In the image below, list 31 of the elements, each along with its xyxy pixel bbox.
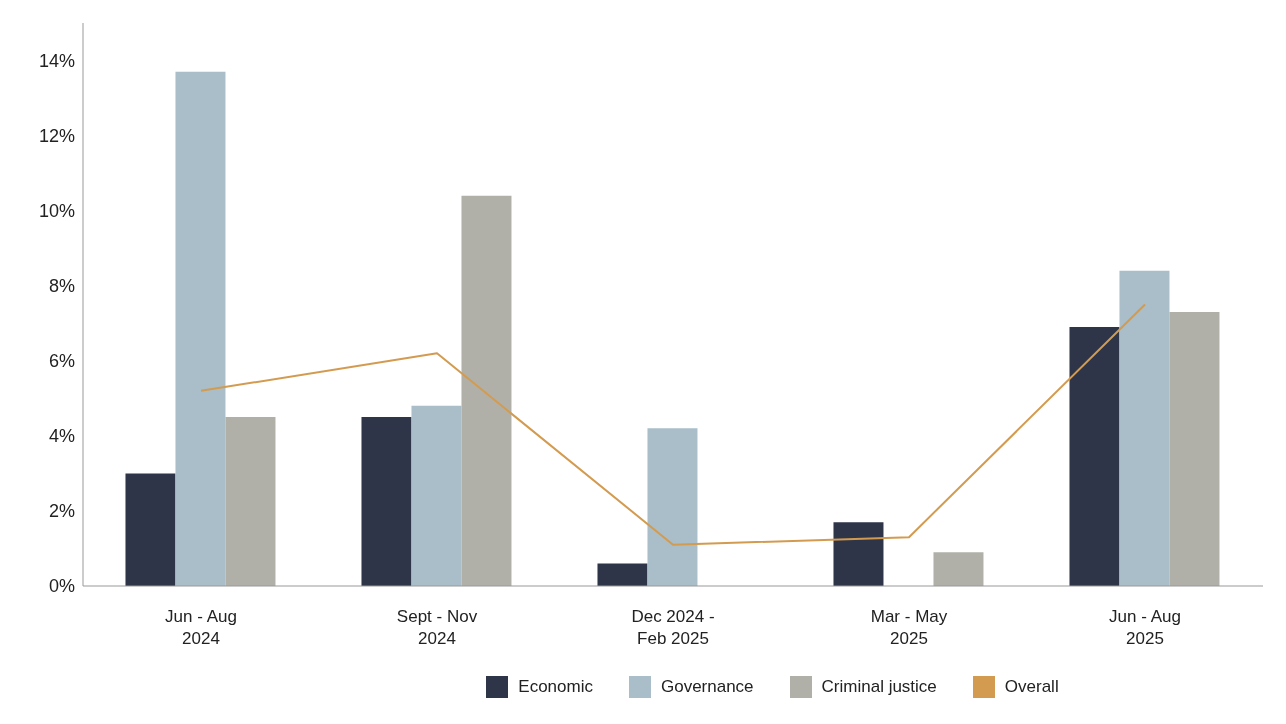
bar	[361, 417, 412, 586]
bar	[933, 552, 984, 586]
x-tick-label: Jun - Aug 2024	[165, 607, 237, 648]
line-series	[200, 303, 1146, 546]
bar	[461, 195, 512, 586]
legend-label: Economic	[517, 676, 593, 698]
bar	[411, 405, 462, 586]
bar	[1069, 327, 1120, 586]
bar	[833, 522, 884, 586]
bar	[1119, 270, 1170, 586]
y-tick-label: 4%	[48, 426, 75, 447]
bar	[175, 71, 226, 586]
x-tick-label: Sept - Nov 2024	[396, 607, 478, 648]
bar	[125, 473, 176, 586]
y-tick-label: 6%	[48, 351, 75, 372]
bar	[647, 428, 698, 586]
x-tick-label: Jun - Aug 2025	[1109, 607, 1181, 648]
y-tick-label: 10%	[38, 201, 75, 222]
y-tick-label: 0%	[48, 576, 75, 597]
bar	[597, 563, 648, 586]
legend-label: Overall	[1003, 676, 1059, 698]
legend-label: Governance	[659, 676, 754, 698]
y-tick-label: 8%	[48, 276, 75, 297]
y-tick-label: 12%	[38, 125, 75, 146]
bar	[1169, 312, 1220, 586]
bar	[225, 417, 276, 586]
x-tick-label: Dec 2024 - Feb 2025	[631, 607, 715, 648]
y-tick-label: 14%	[38, 50, 75, 71]
x-tick-label: Mar - May 2025	[870, 607, 948, 648]
legend-label: Criminal justice	[820, 676, 937, 698]
y-tick-label: 2%	[48, 501, 75, 522]
